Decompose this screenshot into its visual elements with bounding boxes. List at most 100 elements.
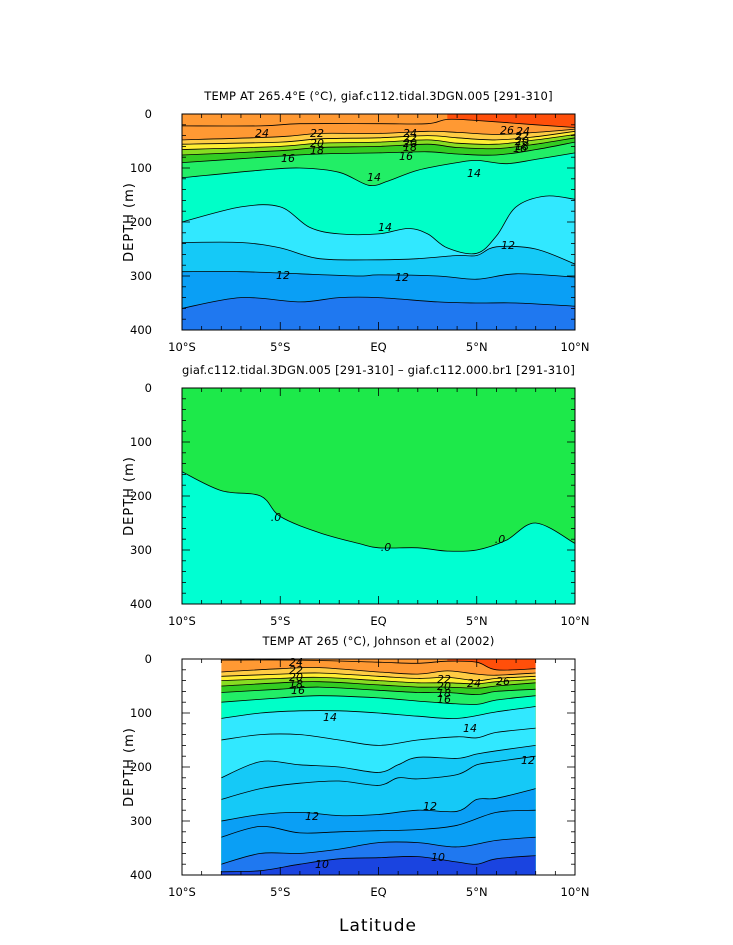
contour-label: .0 [495,533,506,546]
y-tick-label: 100 [130,435,152,449]
contour-18 [182,137,575,156]
y-tick-label: 100 [130,706,152,720]
x-tick-label: 10°N [561,340,590,354]
x-tick-label: EQ [370,614,386,628]
contour-label: 10 [431,851,445,864]
panel-title: TEMP AT 265.4°E (°C), giaf.c112.tidal.3D… [203,89,553,103]
contour-14 [221,706,536,719]
contour-12 [182,241,575,265]
contour-label: .0 [381,541,392,554]
contour-label: 14 [378,221,392,234]
contour-label: 20 [289,671,303,684]
x-tick-label: 5°S [270,885,290,899]
contour-24 [182,128,575,141]
contour-20 [221,676,536,685]
band-below-10 [182,297,575,330]
contour-24 [221,667,536,676]
contour-label: 20 [310,137,324,150]
contour-labels: 24 22201816141226242220181616141412122224… [255,124,530,284]
y-tick-label: 400 [130,868,152,882]
y-tick-label: 200 [130,215,152,229]
y-tick-label: 200 [130,760,152,774]
contour-22 [182,130,575,145]
x-tick-label: 5°S [270,614,290,628]
contour-label: 12 [501,239,515,252]
panel-title: TEMP AT 265 (°C), Johnson et al (2002) [261,634,494,648]
band-above-26 [447,114,575,128]
contour-label: 24 [403,127,417,140]
contour-label: 24 [467,677,481,690]
contour-20 [182,134,575,150]
contour-26 [182,118,575,128]
contour-label: 20 [437,680,451,693]
y-axis-label: DEPTH (m) [122,456,137,536]
contour-label: 18 [437,687,451,700]
contour-12.5 [221,745,536,779]
contour-label: 18 [289,678,303,691]
panel-title: giaf.c112.tidal.3DGN.005 [291-310] – gia… [182,363,575,377]
contour-10 [182,296,575,309]
contour-label: 26 [496,675,510,688]
y-tick-label: 200 [130,489,152,503]
contour-label: 22 [289,664,303,677]
contour-lines [182,118,575,309]
band-below-0 [182,471,575,604]
contour-labels: .0 .0 .0 [271,511,506,554]
y-axis-label: DEPTH (m) [122,727,137,807]
contour-label: 22 [515,130,529,143]
y-tick-label: 400 [130,323,152,337]
contour-label: 14 [463,722,477,735]
filled-bands [182,388,575,604]
filled-bands [182,114,575,330]
contour-13 [221,727,536,746]
contour-label: .0 [271,511,282,524]
y-tick-label: 100 [130,161,152,175]
panel-3: 10°S 5°S EQ 5°N 10°N 0 100 200 300 400 TEMP AT 265… [122,634,590,899]
x-tick-label: 5°S [270,340,290,354]
contour-14 [182,152,575,187]
x-tick-label: 10°S [168,885,196,899]
contour-label: 22 [310,127,324,140]
contour-15 [221,695,536,705]
contour-label: 12 [395,271,409,284]
contour-label: 16 [291,684,305,697]
contour-label: 14 [467,167,481,180]
contour-lines [221,659,536,873]
contour-label: 26 [500,124,514,137]
contour-label: 16 [399,150,413,163]
contour-label: 16 [437,693,451,706]
contour-label: 12 [423,800,437,813]
y-tick-label: 300 [130,543,152,557]
contour-label: 20 [403,137,417,150]
band-above-26 [447,659,536,671]
axis-ticks [181,387,576,605]
filled-bands [221,659,536,875]
contour-22 [221,672,536,682]
y-tick-label: 0 [145,652,152,666]
contour-11.5 [221,788,536,822]
contour-label: 22 [437,673,451,686]
contour-label: 18 [515,140,529,153]
contour-label: 10 [315,858,329,871]
y-tick-label: 0 [145,381,152,395]
x-tick-label: 10°N [561,614,590,628]
x-tick-label: 5°N [466,885,488,899]
contour-label: 22 [403,132,417,145]
axis-ticks [181,658,576,876]
contour-12 [221,755,536,800]
contour-11 [182,271,575,280]
contour-label: 24 [516,125,530,138]
x-tick-label: 10°N [561,885,590,899]
contour-label: 20 [515,135,529,148]
contour-label: 24 [289,656,303,669]
axis-ticks [181,113,576,331]
panel-1: 10°S 5°S EQ 5°N 10°N 0 100 200 300 400 TEMP AT 265… [122,89,590,354]
x-tick-label: 5°N [466,340,488,354]
y-tick-label: 300 [130,269,152,283]
contour-13 [182,195,575,255]
x-tick-label: 5°N [466,614,488,628]
contour-label: 12 [276,269,290,282]
y-tick-label: 0 [145,107,152,121]
